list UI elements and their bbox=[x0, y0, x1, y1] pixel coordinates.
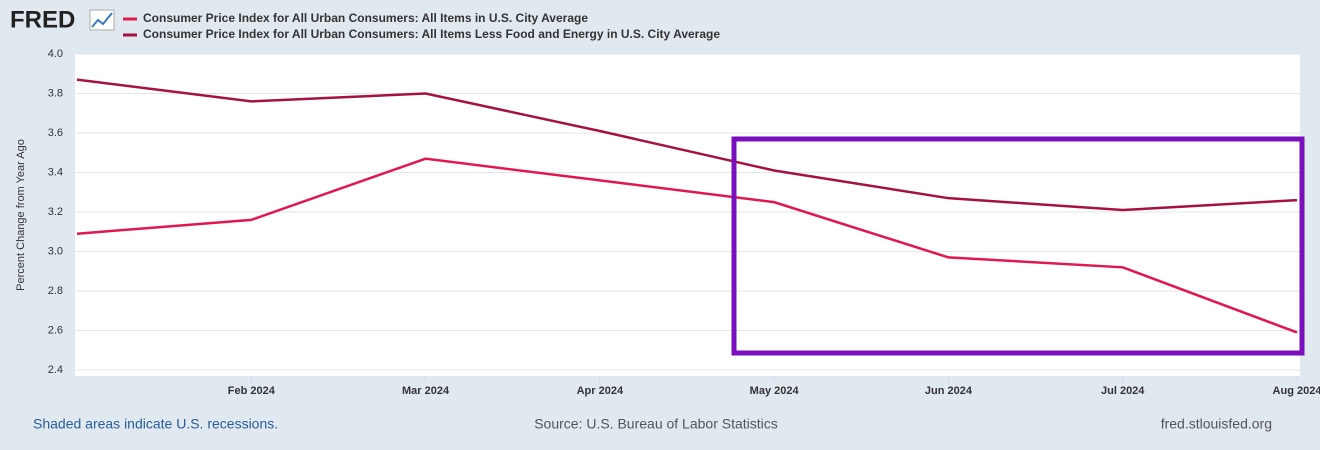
y-tick-label: 3.8 bbox=[48, 87, 63, 99]
x-tick-label: Aug 2024 bbox=[1273, 385, 1320, 397]
x-tick-label: Jun 2024 bbox=[925, 385, 973, 397]
x-tick-label: Jul 2024 bbox=[1101, 385, 1145, 397]
y-tick-label: 2.4 bbox=[48, 364, 63, 376]
y-tick-label: 3.0 bbox=[48, 245, 63, 257]
x-tick-label: May 2024 bbox=[750, 385, 800, 397]
plot-area bbox=[75, 54, 1300, 376]
series-line bbox=[76, 157, 1298, 334]
legend-label: Consumer Price Index for All Urban Consu… bbox=[143, 27, 720, 41]
highlight-box bbox=[731, 136, 1305, 356]
y-tick-label: 3.4 bbox=[48, 166, 63, 178]
recession-note[interactable]: Shaded areas indicate U.S. recessions. bbox=[33, 416, 278, 432]
y-tick-label: 3.6 bbox=[48, 127, 63, 139]
x-tick-label: Feb 2024 bbox=[228, 385, 276, 397]
series-line bbox=[76, 78, 1298, 212]
y-tick-label: 2.6 bbox=[48, 324, 63, 336]
site-link[interactable]: fred.stlouisfed.org bbox=[1161, 416, 1272, 432]
legend-label: Consumer Price Index for All Urban Consu… bbox=[143, 11, 588, 25]
logo-icon bbox=[89, 9, 115, 31]
y-tick-label: 3.2 bbox=[48, 206, 63, 218]
y-tick-label: 2.8 bbox=[48, 285, 63, 297]
source-note: Source: U.S. Bureau of Labor Statistics bbox=[534, 416, 778, 432]
y-tick-label: 4.0 bbox=[48, 48, 63, 60]
x-tick-label: Apr 2024 bbox=[577, 385, 624, 397]
y-axis-label: Percent Change from Year Ago bbox=[15, 139, 27, 291]
logo: FRED bbox=[10, 6, 75, 33]
x-tick-label: Mar 2024 bbox=[402, 385, 450, 397]
